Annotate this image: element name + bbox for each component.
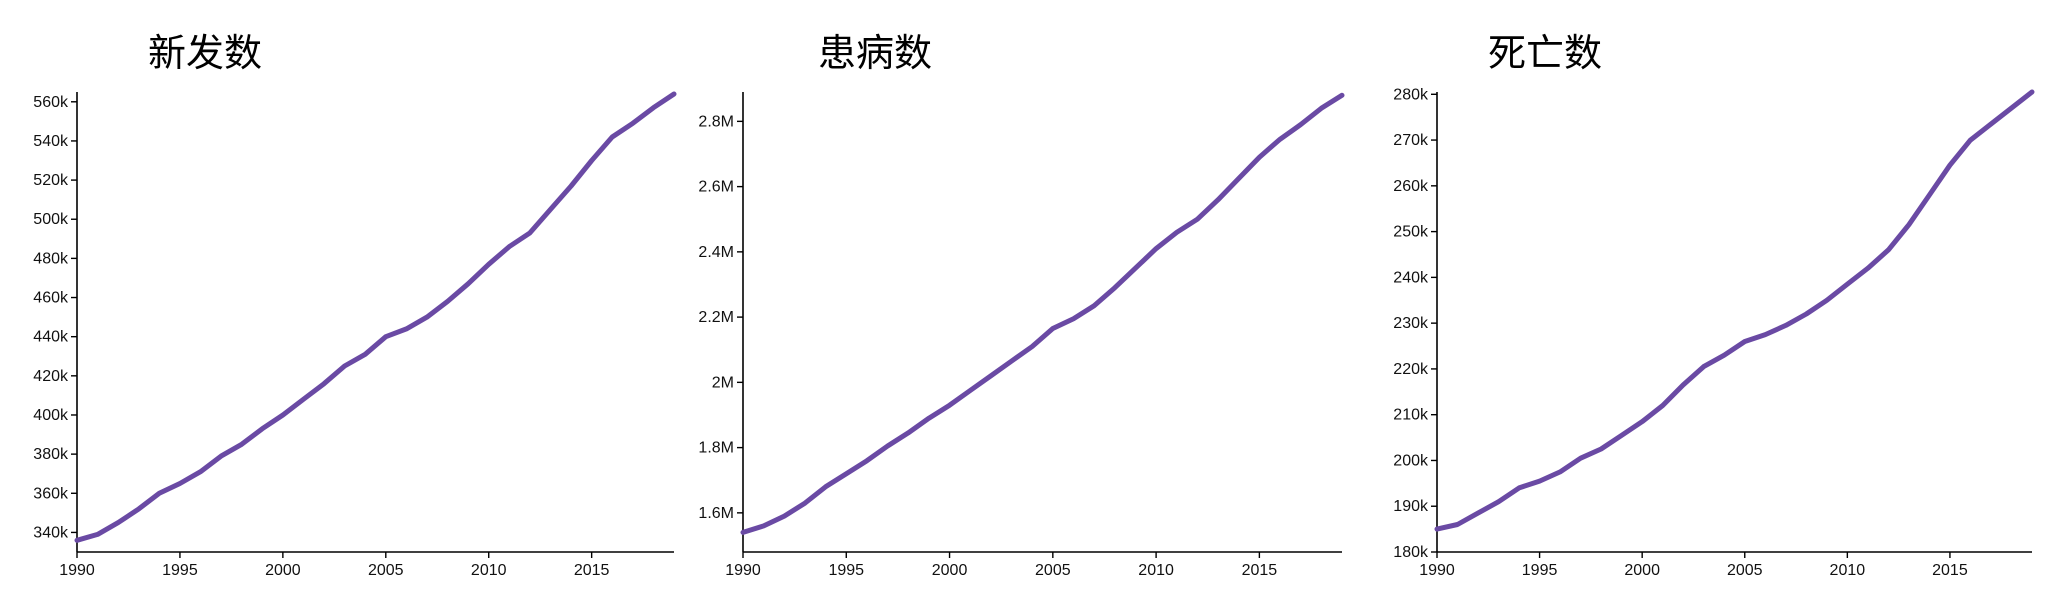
data-point (1763, 332, 1768, 337)
y-tick-label: 460k (33, 290, 69, 307)
chart-title: 死亡数 (1487, 31, 1602, 75)
series-line (1434, 89, 2035, 532)
y-tick-label: 180k (1393, 544, 1429, 561)
x-tick-label: 2000 (932, 562, 968, 579)
y-tick-label: 230k (1393, 315, 1429, 332)
data-point (1824, 298, 1829, 303)
y-tick-label: 2.2M (698, 309, 734, 326)
data-point (1968, 138, 1973, 143)
data-point (1722, 353, 1727, 358)
data-point (1640, 419, 1645, 424)
x-tick-label: 2015 (574, 562, 610, 579)
series-line (74, 91, 677, 543)
y-tick-label: 210k (1393, 407, 1429, 424)
x-tick-label: 2005 (1035, 562, 1071, 579)
y-tick-label: 260k (1393, 178, 1429, 195)
x-tick-label: 2005 (368, 562, 404, 579)
data-point (1558, 469, 1563, 474)
data-point (1496, 499, 1501, 504)
data-point (1988, 122, 1993, 127)
data-point (1476, 511, 1481, 516)
y-tick-label: 2.4M (698, 244, 734, 261)
data-point (1537, 479, 1542, 484)
y-tick-label: 440k (33, 329, 69, 346)
y-tick-label: 190k (1393, 498, 1429, 515)
data-point (1660, 403, 1665, 408)
y-tick-label: 2M (712, 374, 734, 391)
chart-new-cases: 340k 360k 380k 400k 420k 440k 460k 480k 500k 520k… (33, 91, 677, 579)
data-point (1906, 222, 1911, 227)
x-tick-label: 1990 (1419, 562, 1455, 579)
y-tick-label: 400k (33, 407, 69, 424)
chart-panel-new-cases: 新发数 340k 360k 380k 400k 420k 440k 460k 480k 500k… (0, 0, 690, 607)
data-point (2030, 90, 2035, 95)
chart-title: 新发数 (147, 31, 262, 75)
x-tick-label: 2005 (1727, 562, 1763, 579)
y-tick-label: 560k (33, 94, 69, 111)
y-tick-label: 2.6M (698, 179, 734, 196)
data-point (1886, 247, 1891, 252)
data-point (1742, 339, 1747, 344)
data-point (1455, 522, 1460, 527)
data-point (1435, 527, 1440, 532)
x-tick-label: 1995 (162, 562, 198, 579)
data-point (1947, 163, 1952, 168)
y-tick-label: 360k (33, 485, 69, 502)
series-line (740, 92, 1345, 535)
y-tick-label: 250k (1393, 224, 1429, 241)
data-point (1865, 266, 1870, 271)
chart-prevalence: 1.6M 1.8M 2M 2.2M 2.4M 2.6M 2.8M 1990 1995 2000 20… (698, 92, 1345, 579)
data-point (1619, 433, 1624, 438)
x-tick-label: 1990 (59, 562, 95, 579)
y-tick-label: 420k (33, 368, 69, 385)
y-tick-label: 340k (33, 524, 69, 541)
x-tick-label: 2015 (1932, 562, 1968, 579)
y-tick-label: 540k (33, 133, 69, 150)
y-tick-label: 270k (1393, 132, 1429, 149)
x-tick-label: 2010 (1138, 562, 1174, 579)
chart-title: 患病数 (817, 31, 932, 75)
y-tick-label: 220k (1393, 361, 1429, 378)
y-tick-label: 2.8M (698, 113, 734, 130)
data-point (1517, 485, 1522, 490)
chart-panel-prevalence: 患病数 1.6M 1.8M 2M 2.2M 2.4M 2.6M 2.8M 1990 1995 20… (698, 31, 1345, 579)
y-tick-label: 280k (1393, 86, 1429, 103)
y-tick-label: 480k (33, 250, 69, 267)
x-tick-label: 2010 (471, 562, 507, 579)
y-tick-label: 380k (33, 446, 69, 463)
x-tick-label: 1995 (828, 562, 864, 579)
y-tick-label: 1.6M (698, 505, 734, 522)
data-point (1927, 192, 1932, 197)
y-tick-label: 520k (33, 172, 69, 189)
x-tick-label: 1990 (725, 562, 761, 579)
x-tick-label: 2015 (1242, 562, 1278, 579)
data-point (2009, 106, 2014, 111)
data-point (1599, 447, 1604, 452)
x-tick-label: 2010 (1830, 562, 1866, 579)
data-point (1804, 311, 1809, 316)
x-tick-label: 2000 (265, 562, 301, 579)
data-point (1578, 456, 1583, 461)
x-tick-label: 1995 (1522, 562, 1558, 579)
data-point (1845, 282, 1850, 287)
x-tick-label: 2000 (1624, 562, 1660, 579)
data-point (1783, 323, 1788, 328)
y-tick-label: 200k (1393, 452, 1429, 469)
y-tick-label: 1.8M (698, 440, 734, 457)
y-tick-label: 240k (1393, 269, 1429, 286)
data-point (1681, 382, 1686, 387)
data-point (1701, 364, 1706, 369)
y-tick-label: 500k (33, 211, 69, 228)
